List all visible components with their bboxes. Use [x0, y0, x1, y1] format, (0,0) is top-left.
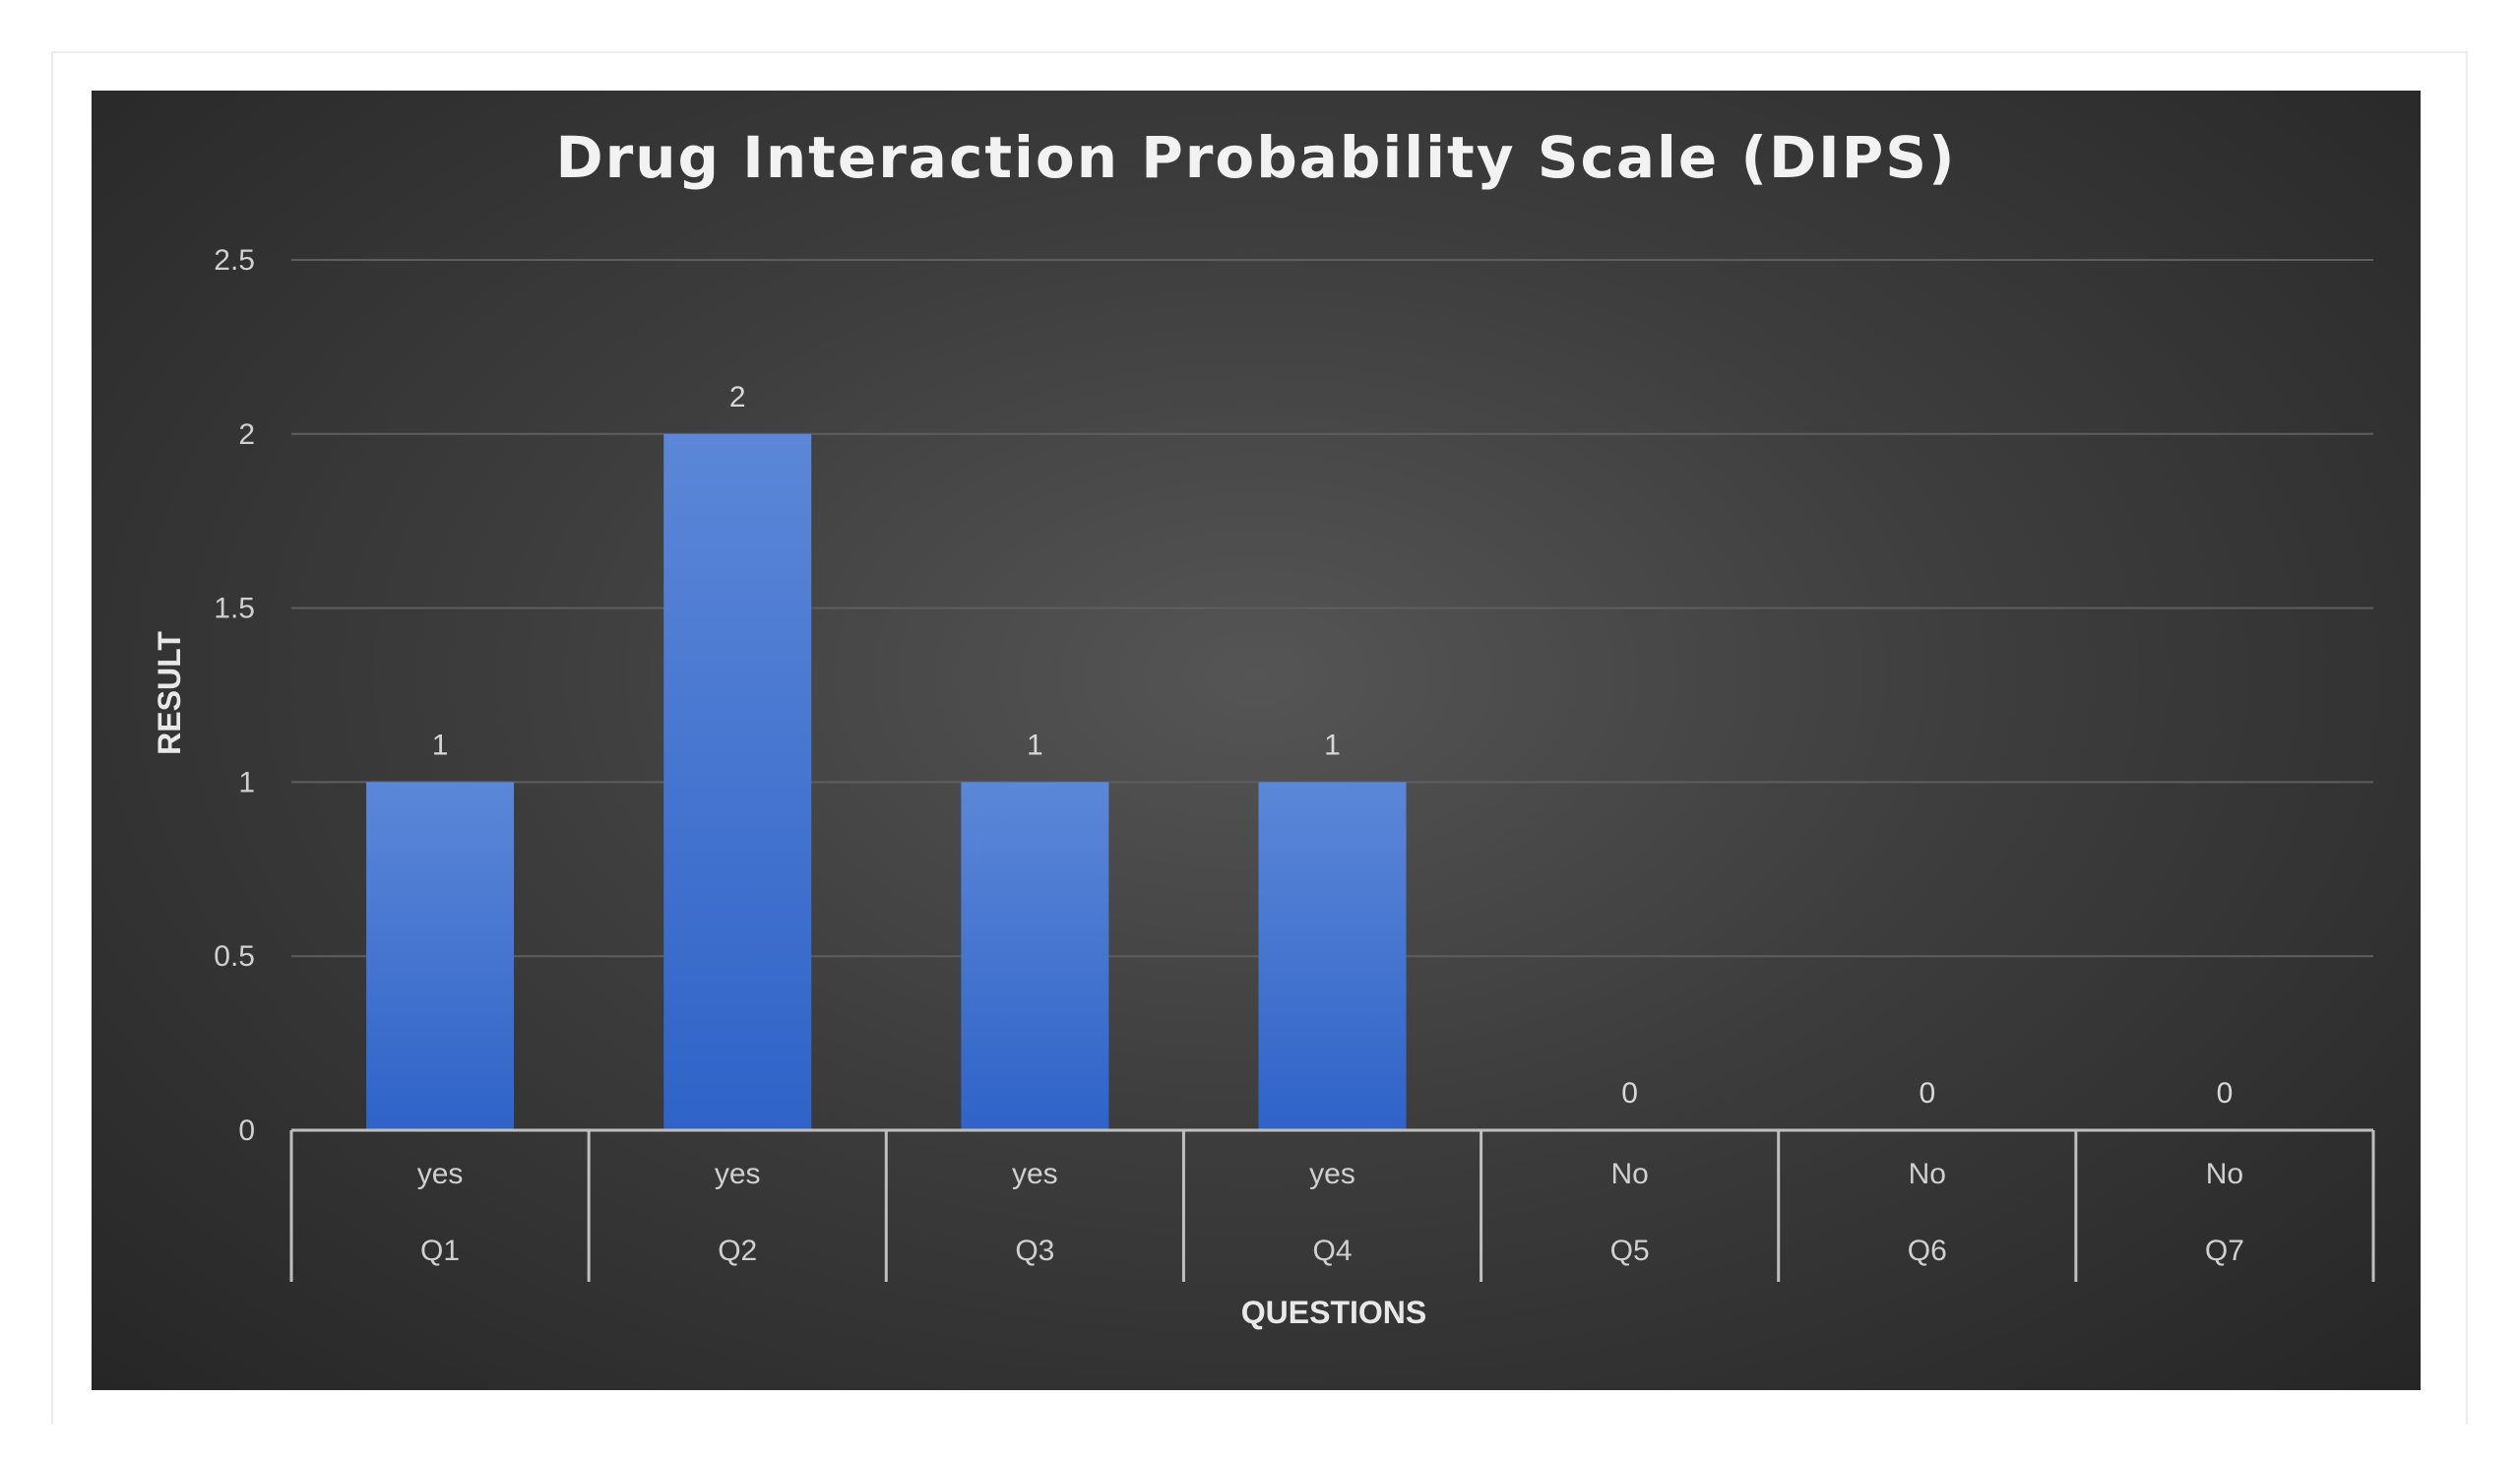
x-category-label: Q1: [420, 1235, 460, 1267]
x-answer-label: yes: [417, 1158, 464, 1190]
data-labels: 1 2 1 1 0 0 0: [432, 381, 2234, 1110]
x-answer-label: yes: [715, 1158, 761, 1190]
bars: [366, 433, 1407, 1130]
chart-title: Drug Interaction Probability Scale (DIPS…: [555, 124, 1957, 191]
x-answer-label: yes: [1012, 1158, 1058, 1190]
x-answer-label: No: [1909, 1158, 1946, 1190]
x-category-label: Q4: [1312, 1235, 1352, 1267]
x-category-label: Q3: [1015, 1235, 1054, 1267]
bar-q1: [366, 782, 515, 1130]
y-tick-label: 1.5: [214, 593, 255, 625]
y-tick-label: 1: [238, 766, 255, 798]
bar-q3: [961, 782, 1109, 1130]
x-answer-label: No: [2206, 1158, 2243, 1190]
axes: 0 0.5 1 1.5 2 2.5 yes Q1 yes Q2 yes Q3 yes Q4 No Q5 No Q6…: [214, 244, 2375, 1282]
data-label-q2: 2: [729, 381, 746, 413]
data-label-q1: 1: [432, 729, 449, 761]
y-axis-title: RESULT: [152, 631, 187, 755]
y-tick-label: 2.5: [214, 244, 255, 277]
chart-panel: Drug Interaction Probability Scale (DIPS…: [92, 91, 2421, 1390]
y-tick-label: 0.5: [214, 940, 255, 973]
x-category-label: Q5: [1610, 1235, 1650, 1267]
bar-q4: [1258, 782, 1407, 1130]
x-axis-title: QUESTIONS: [1241, 1295, 1426, 1330]
data-label-q3: 1: [1027, 729, 1043, 761]
x-category-label: Q2: [718, 1235, 757, 1267]
x-category-label: Q6: [1908, 1235, 1947, 1267]
data-label-q4: 1: [1324, 729, 1341, 761]
y-tick-label: 2: [238, 418, 255, 451]
bar-q2: [663, 433, 812, 1130]
x-answer-label: yes: [1309, 1158, 1355, 1190]
bar-chart: 1 2 1 1 0 0 0 0 0.5 1 1.5 2 2.5 yes Q1 yes Q2 yes Q3 yes Q4…: [152, 244, 2375, 1330]
x-category-label: Q7: [2205, 1235, 2244, 1267]
data-label-q7: 0: [2217, 1077, 2234, 1110]
data-label-q5: 0: [1621, 1077, 1638, 1110]
x-answer-label: No: [1610, 1158, 1648, 1190]
y-tick-label: 0: [238, 1114, 255, 1147]
data-label-q6: 0: [1919, 1077, 1935, 1110]
